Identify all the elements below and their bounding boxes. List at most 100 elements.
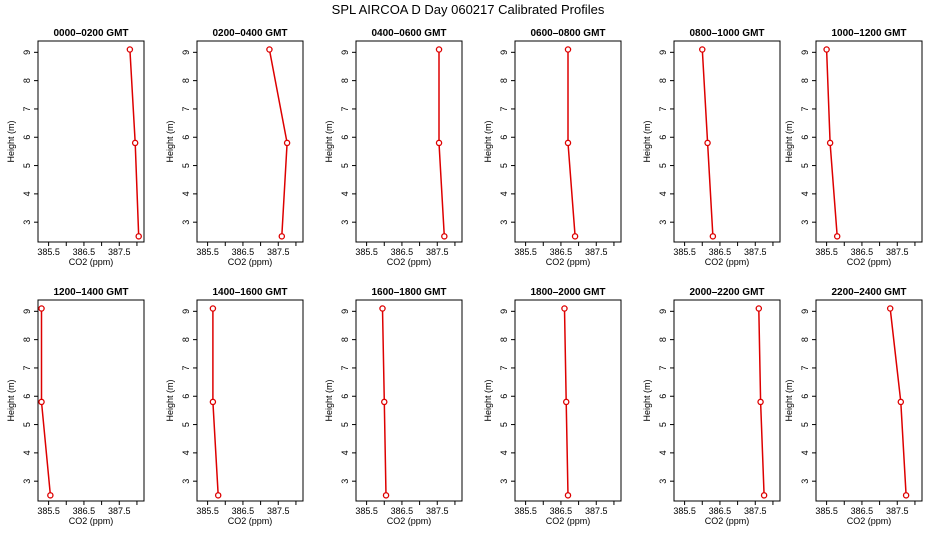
- data-point: [562, 398, 570, 406]
- plot-frame: [673, 299, 781, 502]
- data-point: [755, 305, 763, 312]
- x-tick-label: 386.5: [709, 506, 732, 516]
- figure-title: SPL AIRCOA D Day 060217 Calibrated Profi…: [332, 2, 605, 17]
- x-axis-label: CO2 (ppm): [228, 516, 273, 526]
- y-tick-label: 6: [658, 135, 668, 140]
- x-axis-label: CO2 (ppm): [705, 257, 750, 267]
- data-point: [266, 46, 273, 53]
- x-tick-label: 387.5: [426, 247, 449, 257]
- data-point: [382, 492, 390, 499]
- plot-frame: [355, 40, 463, 243]
- plot-frame: [196, 40, 304, 243]
- x-tick-label: 385.5: [37, 247, 60, 257]
- y-tick-label: 4: [499, 450, 509, 455]
- data-point: [897, 398, 905, 406]
- y-tick-label: 9: [340, 309, 350, 314]
- y-tick-label: 9: [22, 309, 32, 314]
- y-tick-label: 6: [499, 135, 509, 140]
- y-tick-label: 5: [22, 163, 32, 168]
- y-tick-label: 3: [499, 479, 509, 484]
- x-tick-label: 385.5: [673, 247, 696, 257]
- data-point: [283, 139, 291, 147]
- y-tick-label: 6: [658, 394, 668, 399]
- y-tick-label: 6: [340, 394, 350, 399]
- x-tick-label: 387.5: [744, 247, 767, 257]
- data-point: [757, 398, 764, 406]
- data-point: [38, 398, 45, 406]
- data-point: [826, 139, 834, 147]
- y-tick-label: 4: [181, 450, 191, 455]
- x-tick-label: 387.5: [886, 506, 909, 516]
- data-point: [435, 139, 443, 147]
- y-tick-label: 7: [658, 106, 668, 111]
- y-tick-label: 8: [800, 78, 810, 83]
- x-tick-label: 386.5: [550, 506, 573, 516]
- x-tick-label: 386.5: [232, 247, 255, 257]
- data-point: [131, 139, 139, 147]
- panel-title: 1600–1800 GMT: [371, 287, 446, 298]
- y-tick-label: 8: [22, 78, 32, 83]
- x-axis-label: CO2 (ppm): [69, 257, 114, 267]
- plot-frame: [815, 299, 923, 502]
- plot-frame: [514, 299, 622, 502]
- y-tick-label: 3: [658, 479, 668, 484]
- y-axis-label: Height (m): [784, 120, 794, 162]
- panel-title: 1400–1600 GMT: [212, 287, 287, 298]
- data-point: [435, 46, 443, 53]
- y-tick-label: 8: [340, 78, 350, 83]
- y-tick-label: 7: [658, 365, 668, 370]
- data-point: [381, 398, 388, 406]
- y-tick-label: 8: [800, 337, 810, 342]
- data-point: [704, 139, 711, 147]
- x-tick-label: 385.5: [514, 506, 537, 516]
- plot-frame: [37, 40, 145, 243]
- x-tick-label: 385.5: [355, 247, 378, 257]
- x-tick-label: 386.5: [709, 247, 732, 257]
- x-axis-label: CO2 (ppm): [705, 516, 750, 526]
- panel-title: 2200–2400 GMT: [831, 287, 906, 298]
- data-point: [38, 305, 45, 312]
- y-tick-label: 7: [499, 106, 509, 111]
- y-tick-label: 8: [181, 78, 191, 83]
- panel-title: 2000–2200 GMT: [689, 287, 764, 298]
- y-tick-label: 7: [22, 106, 32, 111]
- y-tick-label: 4: [340, 191, 350, 196]
- y-tick-label: 9: [499, 50, 509, 55]
- panel-title: 0400–0600 GMT: [371, 28, 446, 39]
- y-tick-label: 4: [800, 191, 810, 196]
- y-tick-label: 5: [658, 422, 668, 427]
- y-tick-label: 9: [800, 309, 810, 314]
- y-tick-label: 7: [340, 365, 350, 370]
- y-tick-label: 7: [181, 106, 191, 111]
- y-axis-label: Height (m): [483, 120, 493, 162]
- data-point: [441, 233, 448, 240]
- y-tick-label: 4: [800, 450, 810, 455]
- x-tick-label: 385.5: [673, 506, 696, 516]
- y-tick-label: 8: [658, 337, 668, 342]
- y-tick-label: 4: [181, 191, 191, 196]
- x-tick-label: 386.5: [851, 247, 874, 257]
- data-point: [886, 305, 894, 312]
- y-tick-label: 3: [499, 220, 509, 225]
- y-tick-label: 9: [499, 309, 509, 314]
- y-axis-label: Height (m): [165, 120, 175, 162]
- data-point: [214, 492, 222, 499]
- data-point: [564, 492, 572, 499]
- y-tick-label: 5: [340, 163, 350, 168]
- y-tick-label: 6: [800, 394, 810, 399]
- y-tick-label: 9: [658, 309, 668, 314]
- y-tick-label: 5: [499, 422, 509, 427]
- x-tick-label: 385.5: [37, 506, 60, 516]
- x-tick-label: 387.5: [108, 506, 131, 516]
- plot-frame: [514, 40, 622, 243]
- y-tick-label: 3: [800, 220, 810, 225]
